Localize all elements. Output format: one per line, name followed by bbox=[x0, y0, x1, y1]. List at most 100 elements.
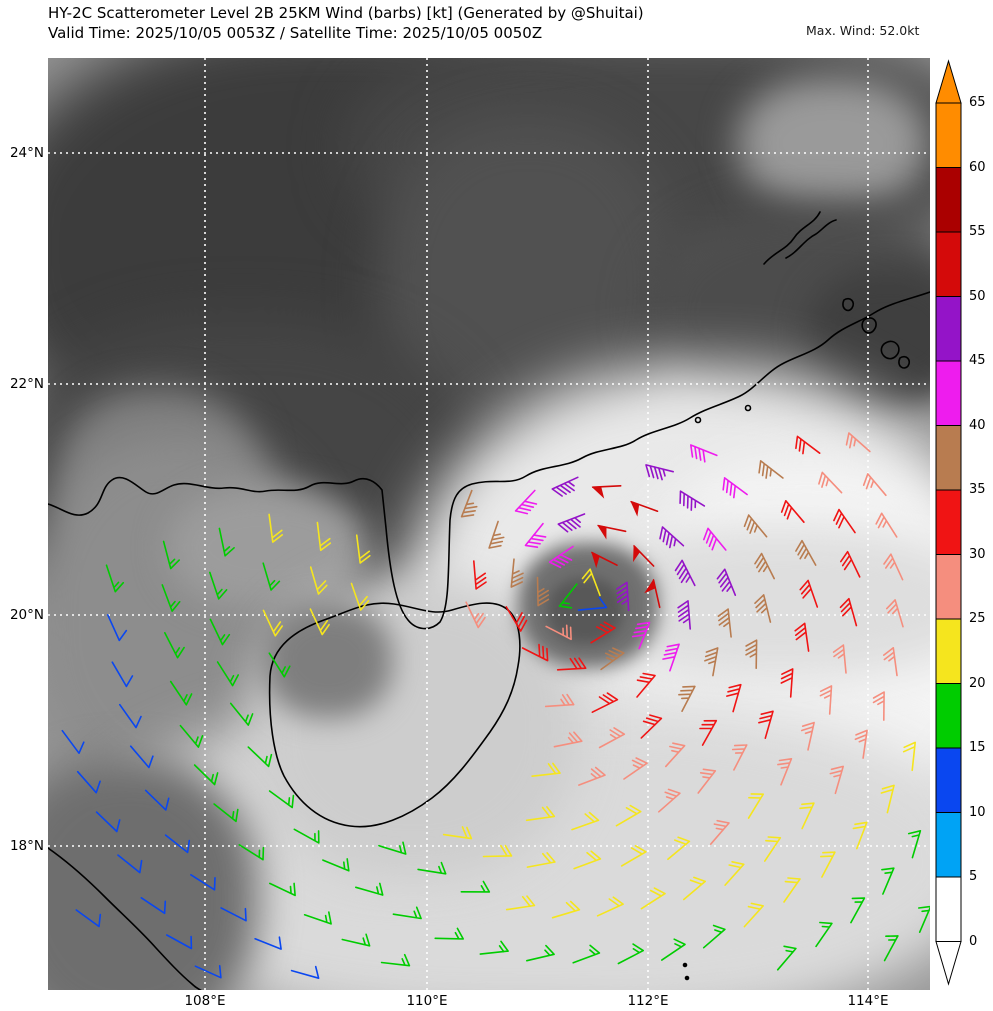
wind-barb bbox=[840, 550, 861, 578]
wind-barb bbox=[525, 806, 556, 822]
island bbox=[880, 340, 900, 360]
cloud-patch bbox=[738, 78, 928, 208]
colorbar-segment bbox=[935, 747, 962, 813]
wind-barb bbox=[548, 545, 574, 569]
wind-barb bbox=[573, 850, 602, 870]
wind-barb bbox=[107, 614, 128, 642]
island bbox=[842, 297, 855, 312]
wind-barb bbox=[661, 938, 686, 961]
wind-barb bbox=[194, 965, 222, 979]
plot-subtitle: Valid Time: 2025/10/05 0053Z / Satellite… bbox=[48, 24, 543, 42]
wind-barb bbox=[216, 661, 239, 687]
wind-barb bbox=[505, 895, 536, 911]
wind-barb bbox=[505, 606, 528, 632]
wind-barb bbox=[95, 811, 121, 833]
wind-barb bbox=[704, 647, 719, 677]
wind-barbs-layer bbox=[61, 432, 930, 979]
wind-barb bbox=[819, 685, 833, 715]
wind-barb bbox=[551, 900, 581, 919]
wind-barb bbox=[709, 819, 730, 845]
wind-barb bbox=[61, 729, 85, 754]
wind-barb bbox=[117, 854, 143, 874]
wind-barb bbox=[551, 476, 579, 497]
colorbar-segment bbox=[935, 876, 962, 942]
wind-barb bbox=[918, 905, 930, 933]
lat-tick-label-20n: 20°N bbox=[9, 607, 44, 623]
wind-barb bbox=[596, 896, 624, 917]
wind-barb bbox=[615, 804, 642, 827]
map-artifact-dot bbox=[682, 962, 688, 968]
wind-barb bbox=[726, 683, 742, 713]
wind-barb bbox=[783, 877, 801, 903]
wind-barb bbox=[665, 742, 686, 768]
wind-barb bbox=[473, 560, 487, 590]
colorbar-tick-label: 25 bbox=[969, 611, 986, 626]
wind-barb bbox=[745, 639, 758, 669]
lat-tick-label-22n: 22°N bbox=[9, 376, 44, 392]
cloud-patch bbox=[263, 603, 393, 718]
colorbar-tick-label: 40 bbox=[969, 417, 986, 433]
wind-barb bbox=[309, 566, 328, 595]
wind-barb bbox=[465, 601, 486, 629]
wind-barb bbox=[355, 534, 371, 564]
wind-barb bbox=[818, 471, 843, 494]
wind-barb bbox=[510, 558, 524, 588]
wind-barb-flag bbox=[591, 551, 600, 569]
wind-barb bbox=[238, 844, 265, 861]
wind-barb bbox=[218, 527, 235, 557]
colorbar-segment bbox=[935, 941, 962, 986]
wind-barb bbox=[833, 508, 856, 534]
wind-barb bbox=[880, 784, 895, 814]
wind-barb bbox=[794, 622, 810, 652]
colorbar-segment bbox=[935, 296, 962, 362]
colorbar-tick-label: 5 bbox=[969, 869, 978, 884]
wind-barb bbox=[213, 803, 239, 823]
wind-barb-flag bbox=[597, 524, 607, 540]
colorbar-tick-label: 0 bbox=[969, 933, 978, 949]
wind-barb bbox=[590, 621, 616, 644]
colorbar-tick-label: 35 bbox=[969, 482, 986, 497]
wind-barb bbox=[434, 927, 464, 940]
colorbar-tick-label: 10 bbox=[969, 804, 986, 820]
wind-barb bbox=[645, 464, 674, 481]
wind-barb bbox=[460, 489, 478, 518]
wind-barb bbox=[378, 841, 407, 855]
wind-barb bbox=[776, 945, 797, 971]
wind-barb bbox=[631, 621, 651, 650]
wind-barb bbox=[799, 802, 815, 830]
wind-barb bbox=[640, 887, 666, 910]
wind-barb bbox=[268, 513, 284, 543]
wind-barb bbox=[883, 647, 898, 677]
lon-tick-label-114e: 114°E bbox=[847, 993, 889, 1009]
wind-barb bbox=[620, 845, 647, 867]
wind-barb bbox=[290, 965, 320, 979]
wind-barb bbox=[883, 935, 899, 962]
wind-barb bbox=[883, 553, 904, 581]
colorbar-segment bbox=[935, 618, 962, 684]
wind-barb bbox=[731, 744, 748, 771]
wind-barb bbox=[636, 672, 656, 698]
wind-barb bbox=[902, 741, 916, 772]
wind-barb bbox=[309, 608, 330, 636]
wind-barb bbox=[193, 764, 219, 786]
wind-barb bbox=[581, 568, 601, 597]
wind-barb bbox=[536, 576, 550, 607]
wind-barb bbox=[679, 490, 706, 511]
wind-barb bbox=[800, 721, 815, 751]
wind-barb-flag bbox=[591, 486, 605, 499]
island bbox=[861, 317, 877, 334]
wind-barb bbox=[229, 702, 254, 726]
wind-barb bbox=[845, 432, 871, 453]
wind-barb bbox=[268, 790, 295, 809]
wind-barb bbox=[544, 693, 575, 708]
wind-barb bbox=[479, 940, 509, 955]
wind-barb bbox=[616, 581, 630, 612]
wind-barb bbox=[780, 668, 794, 698]
wind-barb bbox=[209, 618, 231, 646]
wind-barb bbox=[164, 632, 185, 659]
wind-barb bbox=[482, 844, 513, 858]
wind-barb bbox=[75, 909, 102, 928]
lon-tick-label-110e: 110°E bbox=[406, 993, 448, 1009]
wind-barb bbox=[875, 512, 898, 538]
colorbar-tick-label: 20 bbox=[969, 675, 986, 691]
